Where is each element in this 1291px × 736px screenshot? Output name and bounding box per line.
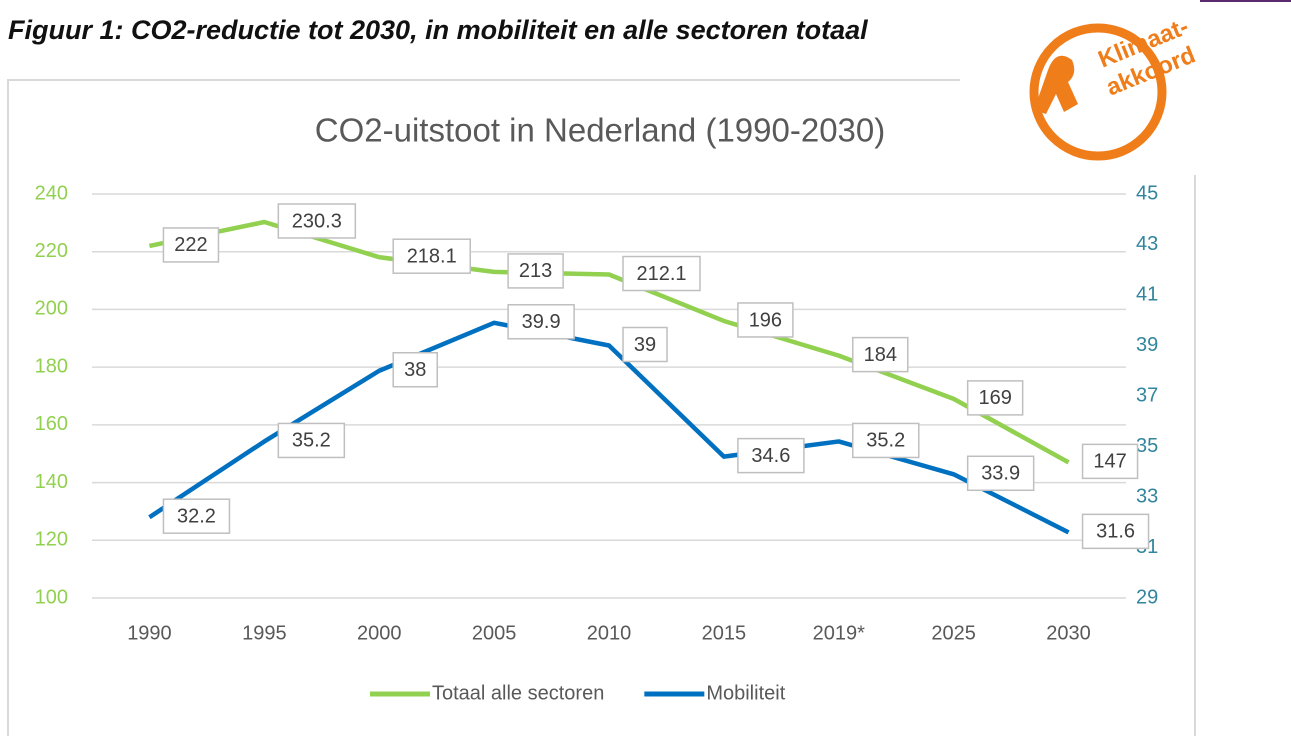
data-label: 35.2 — [292, 430, 331, 452]
y-tick-label: 200 — [35, 298, 68, 320]
data-label-box — [162, 227, 220, 263]
data-label: 38 — [404, 359, 426, 381]
data-label: 35.2 — [866, 430, 905, 452]
data-label: 32.2 — [177, 505, 216, 527]
x-tick-label: 2025 — [931, 622, 976, 644]
logo-ring — [1029, 23, 1167, 161]
y-tick-label: 120 — [35, 529, 68, 551]
series-line — [148, 320, 1070, 535]
x-tick-label: 2019* — [813, 622, 865, 644]
x-tick-label: 2000 — [357, 622, 402, 644]
data-label: 218.1 — [407, 245, 457, 267]
y-tick-label: 180 — [35, 355, 68, 377]
data-label: 213 — [519, 260, 552, 282]
y2-tick-label: 37 — [1136, 384, 1158, 406]
data-label-box — [622, 255, 701, 292]
y-tick-label: 220 — [35, 240, 68, 262]
chart-title: CO2-uitstoot in Nederland (1990-2030) — [315, 112, 886, 149]
data-label-box — [852, 336, 909, 373]
legend-label: Totaal alle sectoren — [432, 682, 604, 704]
data-label: 230.3 — [292, 210, 342, 232]
y2-tick-label: 29 — [1136, 586, 1158, 608]
data-label-box — [162, 498, 231, 534]
data-label: 196 — [749, 309, 782, 331]
data-label: 34.6 — [751, 445, 790, 467]
data-label-box — [966, 380, 1024, 416]
x-tick-label: 2010 — [587, 622, 632, 644]
data-label-box — [737, 437, 805, 474]
data-label-box — [507, 253, 564, 289]
data-label: 184 — [864, 344, 897, 366]
data-label: 33.9 — [981, 463, 1020, 485]
data-label: 39.9 — [522, 311, 561, 333]
data-label-box — [852, 422, 920, 459]
x-tick-label: 2005 — [472, 622, 517, 644]
data-label-box — [277, 203, 357, 239]
legend-label: Mobiliteit — [706, 682, 785, 704]
data-label-box — [392, 352, 438, 388]
data-label-box — [507, 304, 575, 340]
y2-tick-label: 39 — [1136, 334, 1158, 356]
data-label-box — [966, 455, 1035, 492]
data-label-box — [622, 326, 668, 363]
data-label: 39 — [634, 334, 656, 356]
data-label: 212.1 — [636, 263, 686, 285]
data-label: 147 — [1093, 451, 1126, 473]
y-tick-label: 140 — [35, 471, 68, 493]
data-label: 31.6 — [1096, 521, 1135, 543]
y2-tick-label: 33 — [1136, 485, 1158, 507]
y-tick-label: 160 — [35, 413, 68, 435]
data-label-box — [277, 422, 346, 459]
x-tick-label: 1990 — [127, 622, 172, 644]
y-tick-label: 100 — [35, 586, 68, 608]
x-tick-label: 1995 — [242, 622, 287, 644]
data-label: 222 — [174, 234, 207, 256]
y-tick-label: 240 — [35, 182, 68, 204]
x-tick-label: 2030 — [1046, 622, 1091, 644]
data-label-box — [737, 302, 794, 338]
y2-tick-label: 45 — [1136, 182, 1158, 204]
data-label-box — [1081, 513, 1150, 550]
data-label-box — [392, 238, 471, 274]
y2-tick-label: 43 — [1136, 233, 1158, 255]
data-label: 169 — [978, 387, 1011, 409]
x-tick-label: 2015 — [702, 622, 747, 644]
y2-tick-label: 41 — [1136, 283, 1158, 305]
figure-caption: Figuur 1: CO2-reductie tot 2030, in mobi… — [8, 15, 868, 45]
y2-tick-label: 35 — [1136, 435, 1158, 457]
data-label-box — [1081, 443, 1139, 480]
logo-figure — [1034, 55, 1078, 114]
